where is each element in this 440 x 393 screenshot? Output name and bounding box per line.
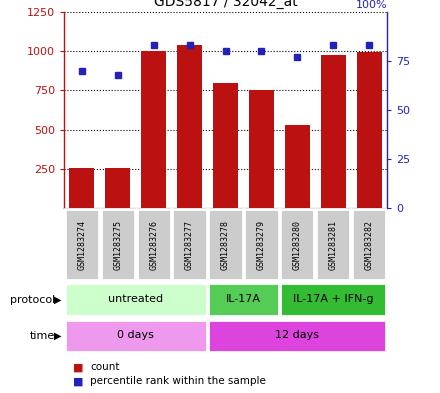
Text: untreated: untreated <box>108 294 163 304</box>
Text: ▶: ▶ <box>54 331 62 341</box>
Text: GSM1283275: GSM1283275 <box>113 220 122 270</box>
Text: IL-17A: IL-17A <box>226 294 261 304</box>
Bar <box>136 209 171 280</box>
Bar <box>172 209 207 280</box>
Bar <box>280 209 315 280</box>
Bar <box>141 51 166 208</box>
Bar <box>65 209 99 280</box>
Title: GDS5817 / 32042_at: GDS5817 / 32042_at <box>154 0 297 9</box>
Text: GSM1283274: GSM1283274 <box>77 220 86 270</box>
Text: ■: ■ <box>73 376 83 386</box>
Bar <box>69 168 94 208</box>
Bar <box>213 83 238 208</box>
Text: 100%: 100% <box>356 0 387 10</box>
Bar <box>321 55 346 208</box>
Bar <box>357 52 382 208</box>
Bar <box>244 209 279 280</box>
Bar <box>280 283 386 316</box>
Bar <box>65 283 207 316</box>
Bar <box>209 320 386 352</box>
Text: time: time <box>30 331 55 341</box>
Text: 0 days: 0 days <box>117 330 154 340</box>
Text: GSM1283282: GSM1283282 <box>365 220 374 270</box>
Text: percentile rank within the sample: percentile rank within the sample <box>90 376 266 386</box>
Text: 12 days: 12 days <box>275 330 319 340</box>
Text: count: count <box>90 362 120 373</box>
Bar <box>65 320 207 352</box>
Text: GSM1283276: GSM1283276 <box>149 220 158 270</box>
Bar <box>285 125 310 208</box>
Text: ▶: ▶ <box>54 295 62 305</box>
Text: GSM1283278: GSM1283278 <box>221 220 230 270</box>
Bar <box>177 45 202 208</box>
Text: GSM1283280: GSM1283280 <box>293 220 302 270</box>
Text: GSM1283279: GSM1283279 <box>257 220 266 270</box>
Bar <box>249 90 274 208</box>
Text: GSM1283277: GSM1283277 <box>185 220 194 270</box>
Bar <box>209 283 279 316</box>
Text: protocol: protocol <box>10 295 55 305</box>
Text: ■: ■ <box>73 362 83 373</box>
Bar <box>209 209 242 280</box>
Bar <box>352 209 386 280</box>
Text: IL-17A + IFN-g: IL-17A + IFN-g <box>293 294 374 304</box>
Bar <box>105 168 130 208</box>
Bar <box>316 209 350 280</box>
Text: GSM1283281: GSM1283281 <box>329 220 338 270</box>
Bar <box>101 209 135 280</box>
